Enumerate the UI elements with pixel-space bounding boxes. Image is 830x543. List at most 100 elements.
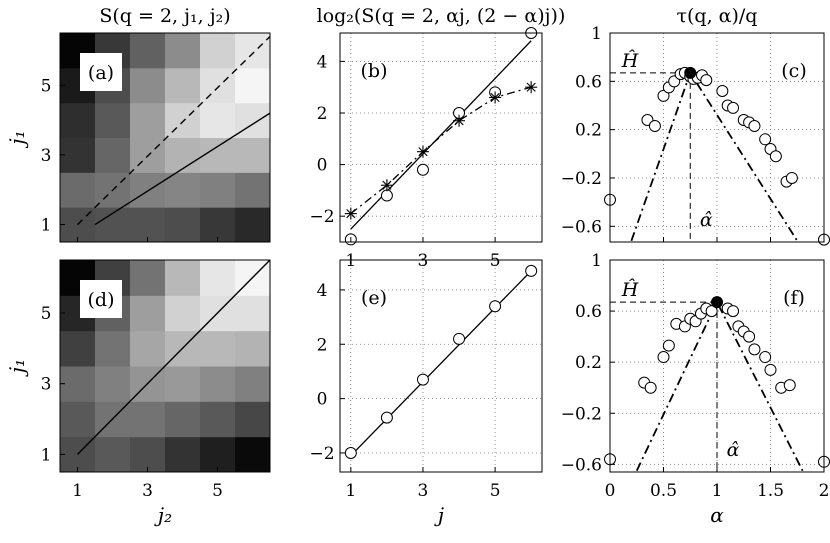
data-point	[525, 264, 538, 277]
heatmap-cell	[200, 33, 236, 69]
data-point	[662, 339, 675, 352]
y-axis-label: j₁	[5, 130, 29, 148]
heatmap-cell	[235, 33, 271, 69]
y-tick-label: 0.2	[575, 121, 602, 141]
data-point	[748, 343, 761, 356]
heatmap-cell	[235, 295, 271, 332]
data-point	[657, 351, 670, 364]
panel-a: (a) 1 3 5 j₁ S(q = 2, j₁, j₂)	[5, 5, 271, 243]
dashdot-line	[350, 86, 532, 215]
heatmap-cell	[235, 137, 271, 173]
panel-e: (e) 4 2 0 −2 1 3 5 j	[309, 259, 543, 527]
x-tick-label: 3	[418, 481, 429, 501]
data-point-star	[453, 114, 466, 127]
x-tick-label: 1	[345, 481, 356, 501]
panel-frame	[339, 259, 543, 473]
solid-line	[94, 112, 271, 226]
x-tick-label: 2	[819, 481, 830, 501]
y-tick-label: 2	[317, 104, 328, 124]
heatmap-cell	[130, 207, 166, 243]
heatmap-cell	[165, 295, 201, 332]
x-tick-label: 3	[142, 481, 153, 501]
panel-label: (f)	[783, 287, 805, 309]
x-tick-label: 1	[72, 481, 83, 501]
alpha-hat-label: α̂	[700, 209, 713, 231]
heatmap-cell	[165, 207, 201, 243]
heatmap-cell	[200, 366, 236, 402]
heatmap-cell	[60, 401, 96, 438]
data-point	[380, 411, 393, 424]
dashdot-line	[635, 300, 804, 472]
heatmap-cell	[165, 102, 201, 138]
heatmap-cell	[235, 67, 271, 104]
heatmap-cell	[165, 401, 201, 438]
x-tick-label: 5	[490, 481, 501, 501]
y-tick-label: 5	[41, 304, 52, 324]
data-point	[769, 150, 782, 163]
y-tick-label: 1	[41, 216, 52, 236]
x-tick-label: 1	[712, 481, 723, 501]
heatmap-cell	[235, 207, 271, 243]
data-point-star	[380, 179, 393, 192]
panel-frame	[59, 259, 271, 473]
y-tick-label: −0.2	[561, 169, 602, 189]
data-point	[727, 101, 740, 114]
panel-title: S(q = 2, j₁, j₂)	[99, 5, 230, 27]
heatmap-cell	[60, 137, 96, 173]
panel-label-box	[80, 53, 122, 91]
heatmap-cell	[60, 102, 96, 138]
heatmap-cell	[165, 172, 201, 208]
heatmap-cell	[95, 102, 131, 138]
heatmap-cell	[200, 401, 236, 438]
x-tick-label: 0	[605, 481, 616, 501]
data-point	[783, 379, 796, 392]
y-tick-label: 4	[317, 281, 328, 301]
data-point	[743, 330, 756, 343]
y-tick-label: 0.6	[575, 72, 602, 92]
y-tick-label: 1	[591, 251, 602, 271]
data-point	[648, 120, 661, 133]
fit-line	[350, 270, 532, 457]
y-tick-label: 0	[317, 390, 328, 410]
panel-label: (e)	[361, 287, 387, 309]
x-tick-label: 5	[212, 481, 223, 501]
y-tick-label: 1	[591, 24, 602, 44]
data-point-star	[344, 207, 357, 220]
panel-title: τ(q, α)/q	[677, 5, 758, 27]
panel-c: (c) Ĥα̂ 1 0.6 0.2 −0.2 −0.6 τ(q, α)/q	[561, 5, 830, 246]
heatmap-cell	[235, 436, 271, 473]
heatmap-cell	[130, 33, 166, 69]
solid-line	[77, 259, 271, 455]
data-point	[759, 351, 772, 364]
y-tick-label: −0.6	[561, 455, 602, 475]
y-tick-label: 1	[41, 445, 52, 465]
data-point	[705, 305, 718, 318]
heatmap-cell	[165, 137, 201, 173]
heatmap-cell	[95, 137, 131, 173]
heatmap-cell	[235, 401, 271, 438]
heatmap-cell	[95, 330, 131, 367]
h-hat-label: Ĥ	[621, 278, 639, 301]
heatmap-cell	[200, 330, 236, 367]
x-tick-label: 0.5	[650, 481, 677, 501]
y-tick-label: −0.6	[561, 217, 602, 237]
y-tick-label: 2	[317, 335, 328, 355]
y-tick-label: 0.2	[575, 353, 602, 373]
heatmap-cell	[60, 330, 96, 367]
heatmap-cell	[130, 172, 166, 208]
data-point	[764, 363, 777, 376]
heatmap-cell	[200, 436, 236, 473]
data-point	[380, 189, 393, 202]
data-point	[727, 305, 740, 318]
dashed-line	[77, 35, 271, 226]
heatmap-cell	[165, 260, 201, 296]
y-tick-label: 0.6	[575, 302, 602, 322]
star-stroke	[346, 209, 356, 219]
heatmap-cell	[130, 401, 166, 438]
star-stroke	[418, 147, 428, 157]
data-point-star	[416, 145, 429, 158]
heatmap-cell	[95, 436, 131, 473]
panel-frame	[339, 32, 543, 243]
heatmap-cell	[130, 330, 166, 367]
